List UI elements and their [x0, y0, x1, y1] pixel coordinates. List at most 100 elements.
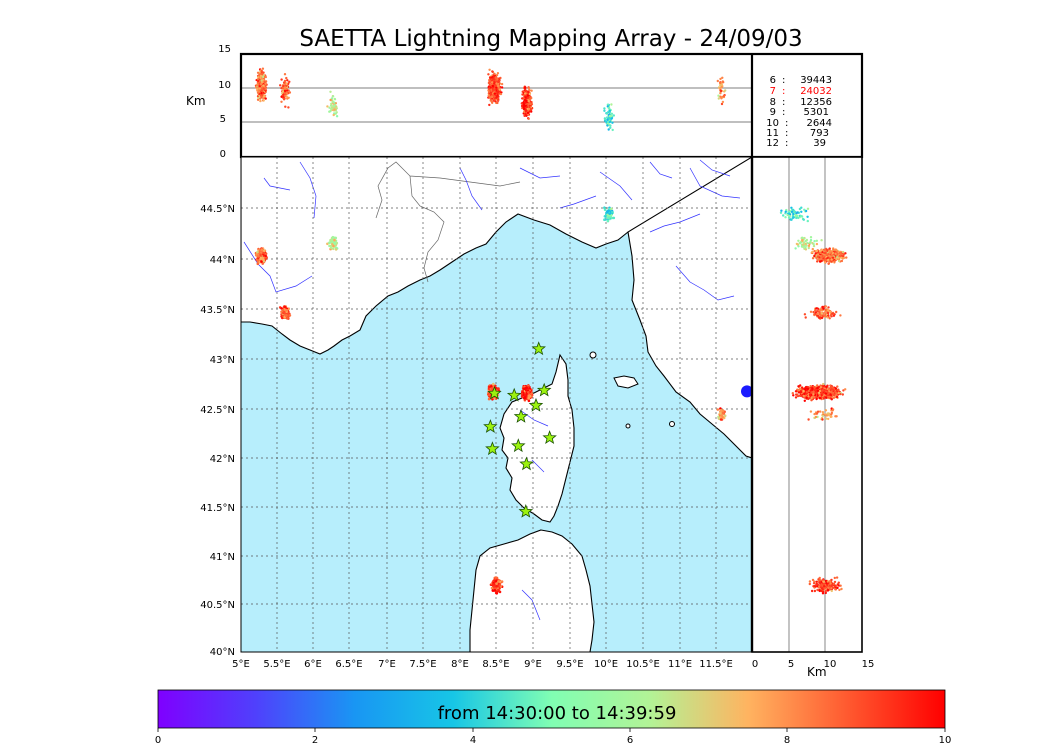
lightning-source: [828, 251, 831, 255]
lightning-source: [812, 585, 815, 588]
lightning-source: [264, 75, 267, 79]
lightning-source: [526, 96, 529, 100]
lightning-source: [283, 305, 287, 309]
lightning-source: [262, 95, 266, 98]
lon-tick-10.5: 10.5°E: [626, 659, 660, 670]
lightning-source: [807, 395, 810, 398]
lightning-source: [820, 316, 824, 320]
lon-tick-5.5: 5.5°E: [263, 659, 290, 670]
legend-row-4-stations: 9: [770, 107, 776, 118]
colorbar-tick-2: 2: [312, 735, 318, 746]
lightning-source: [819, 410, 822, 413]
lightning-source: [264, 254, 268, 258]
lightning-source: [280, 100, 283, 104]
legend-row-1-sep: :: [782, 75, 785, 86]
lightning-source: [840, 256, 843, 260]
lightning-source: [809, 236, 813, 239]
lightning-source: [814, 391, 817, 395]
lightning-source: [530, 89, 533, 92]
lat-tick-labels: 40°N 40.5°N 41°N 41.5°N 42°N 42.5°N 43°N…: [200, 204, 235, 658]
top-ytick-5: 5: [220, 114, 226, 125]
lightning-source: [792, 394, 795, 397]
lightning-source: [828, 580, 831, 583]
lightning-source: [335, 115, 339, 118]
lightning-source: [521, 93, 524, 96]
lightning-source: [333, 108, 336, 111]
lightning-source: [605, 120, 608, 124]
lightning-source: [608, 212, 612, 215]
lightning-source: [807, 246, 810, 250]
lightning-source: [842, 253, 845, 256]
lightning-source: [825, 385, 828, 388]
colorbar-tick-0: 0: [155, 735, 161, 746]
lightning-source: [488, 103, 491, 107]
lightning-source: [787, 216, 791, 219]
colorbar-tick-6: 6: [627, 735, 633, 746]
lightning-source: [818, 316, 821, 319]
lightning-source: [820, 589, 823, 593]
lightning-source: [828, 249, 831, 252]
lightning-source: [802, 389, 805, 393]
lightning-source: [786, 213, 789, 217]
lightning-source: [815, 397, 818, 401]
lightning-source: [805, 244, 808, 247]
lightning-source: [603, 109, 606, 113]
lightning-source: [259, 256, 263, 260]
lightning-source: [812, 395, 816, 399]
lightning-source: [819, 314, 823, 317]
side-panel-lightning-points: [779, 206, 848, 595]
legend-row-1-count: 39443: [800, 75, 832, 86]
lightning-source: [797, 239, 800, 242]
lightning-source: [487, 73, 490, 76]
lightning-source: [803, 313, 807, 316]
lightning-source: [818, 396, 821, 400]
lightning-source: [820, 312, 824, 315]
lat-tick-42: 42°N: [210, 454, 235, 465]
lightning-source: [808, 580, 812, 583]
lightning-source: [833, 585, 837, 588]
lightning-source: [818, 589, 821, 592]
lightning-source: [611, 128, 614, 132]
top-altitude-panel: Km 0 5 10 15 6 : 39443 7 : 24032 8 : 123…: [186, 44, 864, 160]
lat-tick-43: 43°N: [210, 355, 235, 366]
lightning-source: [793, 210, 796, 213]
lightning-source: [603, 208, 607, 211]
lightning-source: [823, 587, 826, 590]
side-xtick-10: 10: [824, 659, 837, 670]
lightning-source: [802, 241, 806, 245]
station-star-icon: [513, 408, 529, 423]
lightning-source: [497, 580, 500, 583]
lightning-source: [804, 239, 807, 243]
lightning-source: [824, 251, 827, 255]
lightning-source: [814, 585, 818, 588]
lightning-source: [810, 397, 813, 400]
lightning-source: [803, 392, 806, 396]
lightning-source: [805, 391, 808, 394]
lightning-source: [804, 248, 808, 251]
lightning-source: [607, 106, 610, 110]
lightning-source: [806, 207, 810, 210]
lightning-source: [495, 95, 498, 99]
lightning-source: [801, 243, 805, 246]
lightning-source: [794, 247, 797, 250]
lightning-source: [816, 410, 820, 413]
lightning-source: [493, 589, 497, 592]
lightning-source: [285, 76, 288, 80]
lightning-source: [798, 207, 802, 211]
lightning-source: [815, 412, 819, 415]
legend-row-6-sep: :: [785, 128, 788, 139]
lightning-source: [788, 212, 791, 215]
lightning-source: [816, 260, 819, 263]
lightning-source: [816, 387, 819, 390]
lightning-source: [835, 576, 839, 579]
station-count-legend: 6 : 39443 7 : 24032 8 : 12356 9 : 5301 1…: [766, 75, 832, 149]
lon-tick-labels: 5°E 5.5°E 6°E 6.5°E 7°E 7.5°E 8°E 8.5°E …: [232, 659, 733, 670]
lightning-source: [495, 584, 498, 588]
lightning-source: [820, 587, 824, 590]
lightning-source: [791, 392, 794, 395]
map-grid: [241, 157, 752, 652]
lightning-source: [809, 385, 812, 388]
lightning-source: [821, 418, 824, 421]
lightning-source: [830, 584, 833, 588]
lightning-source: [283, 79, 287, 83]
